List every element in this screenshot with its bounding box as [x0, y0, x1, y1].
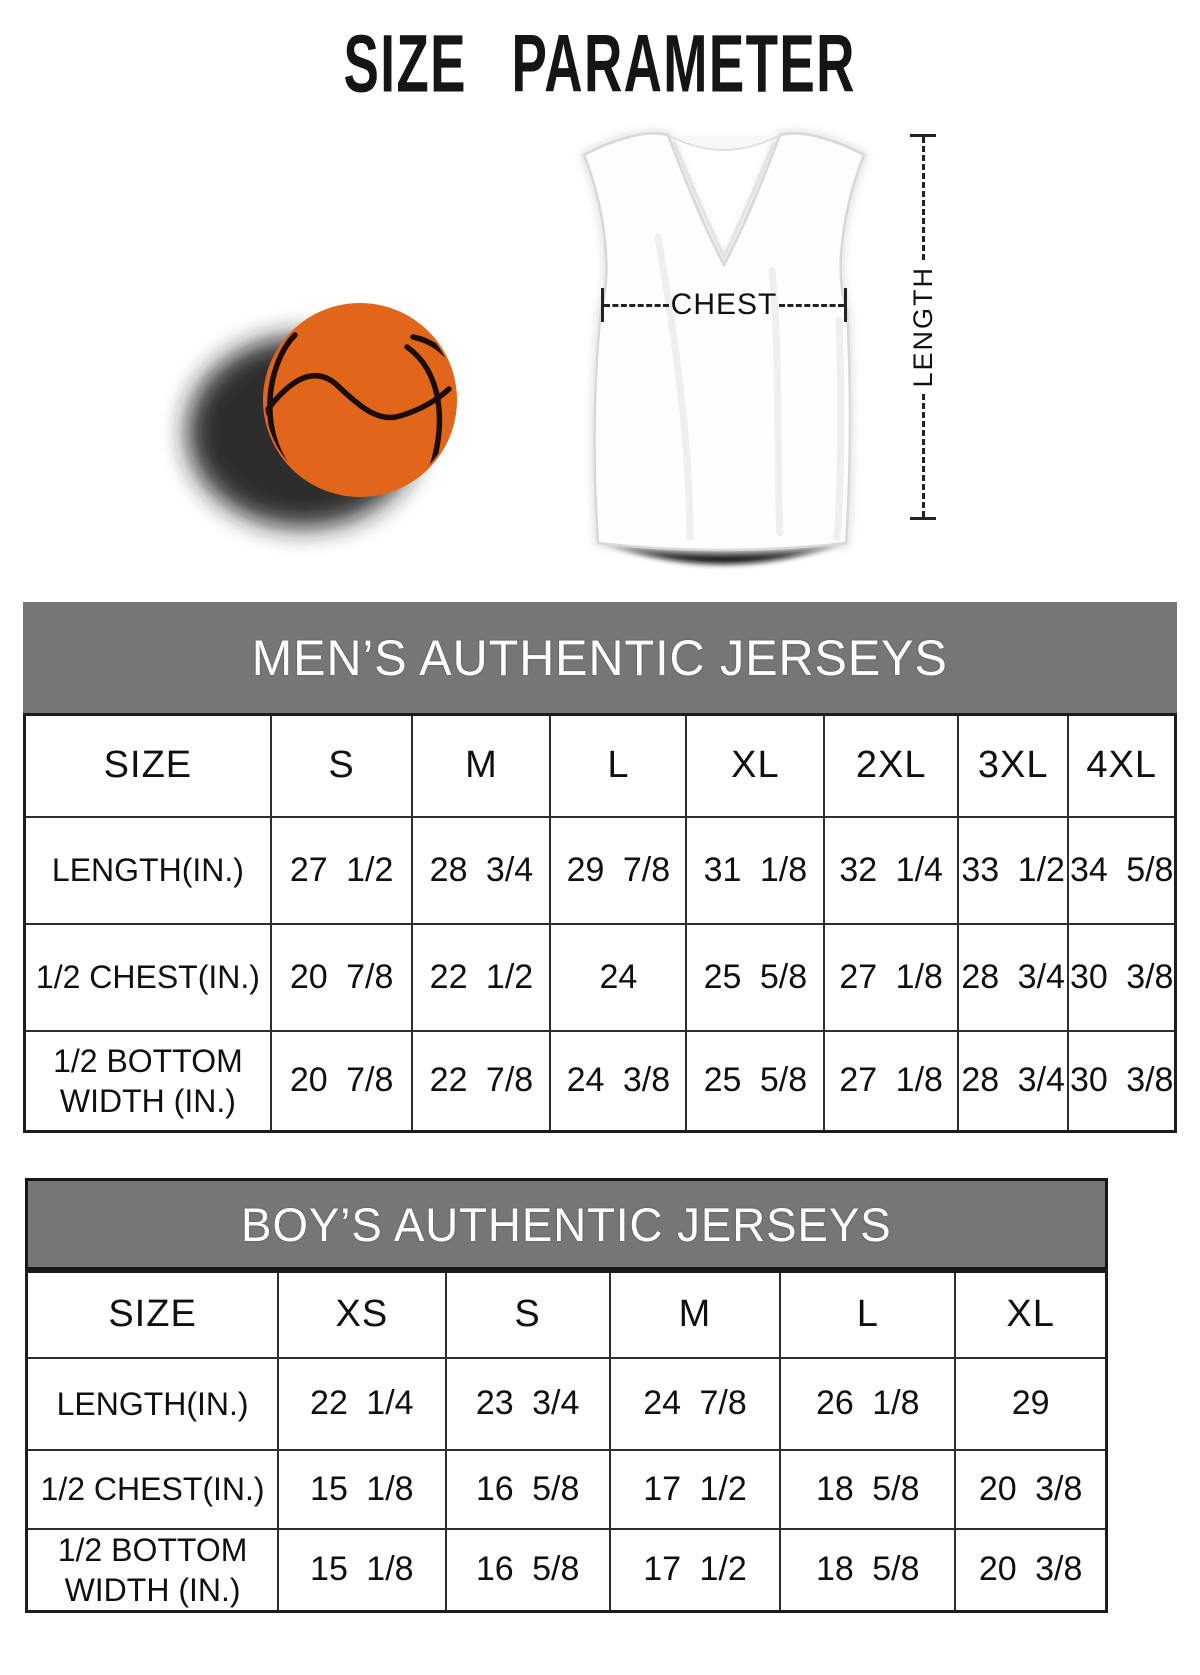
length-line-bottom-tick — [910, 517, 936, 520]
size-value-cell: 20 3/8 — [954, 1448, 1108, 1530]
size-value-cell: 20 7/8 — [269, 922, 414, 1032]
size-value-cell: 16 5/8 — [444, 1527, 611, 1612]
measure-row-label: 1/2 BOTTOM WIDTH (IN.) — [25, 1527, 280, 1612]
size-column-header-3xl: 3XL — [956, 713, 1070, 818]
boys-table-banner-text: BOY’S AUTHENTIC JERSEYS — [241, 1197, 892, 1251]
size-column-header-m: M — [411, 713, 552, 818]
size-value-cell: 25 5/8 — [685, 1029, 826, 1133]
size-value-cell: 30 3/8 — [1067, 922, 1177, 1032]
size-column-header-4xl: 4XL — [1067, 713, 1177, 818]
size-value-cell: 28 3/4 — [411, 815, 552, 925]
size-value-cell: 22 1/4 — [277, 1356, 447, 1451]
size-column-header-l: L — [779, 1270, 957, 1359]
size-value-cell: 18 5/8 — [779, 1448, 957, 1530]
length-line-dash — [921, 393, 925, 517]
size-value-cell: 24 — [549, 922, 688, 1032]
size-value-cell: 20 7/8 — [269, 1029, 414, 1133]
size-value-cell: 15 1/8 — [277, 1527, 447, 1612]
size-value-cell: 16 5/8 — [444, 1448, 611, 1530]
chest-line-dash — [779, 303, 844, 307]
size-value-cell: 27 1/8 — [823, 1029, 959, 1133]
size-value-cell: 23 3/4 — [444, 1356, 611, 1451]
length-label: LENGTH — [907, 266, 938, 388]
length-line-top-tick — [910, 134, 936, 137]
mens-size-table: SIZE S M L XL 2XL 3XL 4XL LENGTH(IN.) 27 1/2 28 3/… — [23, 713, 1177, 1133]
size-value-cell: 27 1/8 — [823, 922, 959, 1032]
size-value-cell: 20 3/8 — [954, 1527, 1108, 1612]
chest-label: CHEST — [670, 288, 778, 321]
chest-line-right-tick — [844, 288, 847, 322]
measure-row-label: 1/2 CHEST(IN.) — [25, 1448, 280, 1530]
size-value-cell: 29 — [954, 1356, 1108, 1451]
chest-line-left-tick — [601, 288, 604, 322]
size-column-header-s: S — [269, 713, 414, 818]
basketball-icon — [187, 303, 457, 528]
size-column-header-m: M — [608, 1270, 782, 1359]
measure-row-label: LENGTH(IN.) — [25, 1356, 280, 1451]
chest-line-dash — [604, 303, 669, 307]
size-value-cell: 27 1/2 — [269, 815, 414, 925]
size-value-cell: 34 5/8 — [1067, 815, 1177, 925]
size-value-cell: 30 3/8 — [1067, 1029, 1177, 1133]
size-column-header-s: S — [444, 1270, 611, 1359]
size-value-cell: 18 5/8 — [779, 1527, 957, 1612]
size-column-header-xs: XS — [277, 1270, 447, 1359]
length-line-dash — [921, 137, 925, 261]
size-column-header-2xl: 2XL — [823, 713, 959, 818]
mens-table-banner: MEN’S AUTHENTIC JERSEYS — [23, 602, 1177, 713]
size-value-cell: 29 7/8 — [549, 815, 688, 925]
size-corner-header: SIZE — [25, 1270, 280, 1359]
size-value-cell: 28 3/4 — [956, 922, 1070, 1032]
size-value-cell: 28 3/4 — [956, 1029, 1070, 1133]
measure-row-label: 1/2 CHEST(IN.) — [23, 922, 272, 1032]
size-value-cell: 32 1/4 — [823, 815, 959, 925]
mens-table-banner-text: MEN’S AUTHENTIC JERSEYS — [251, 629, 949, 686]
page-title: SIZE PARAMETER — [343, 17, 857, 110]
size-value-cell: 24 3/8 — [549, 1029, 688, 1133]
size-value-cell: 25 5/8 — [685, 922, 826, 1032]
size-corner-header: SIZE — [23, 713, 272, 818]
size-value-cell: 22 1/2 — [411, 922, 552, 1032]
chest-measure-line: CHEST — [601, 288, 847, 322]
length-measure-line: LENGTH — [907, 134, 938, 520]
size-value-cell: 17 1/2 — [608, 1448, 782, 1530]
size-value-cell: 26 1/8 — [779, 1356, 957, 1451]
boys-table-banner: BOY’S AUTHENTIC JERSEYS — [25, 1178, 1108, 1270]
size-column-header-l: L — [549, 713, 688, 818]
size-column-header-xl: XL — [954, 1270, 1108, 1359]
measure-row-label: 1/2 BOTTOM WIDTH (IN.) — [23, 1029, 272, 1133]
size-value-cell: 15 1/8 — [277, 1448, 447, 1530]
measure-row-label: LENGTH(IN.) — [23, 815, 272, 925]
size-value-cell: 31 1/8 — [685, 815, 826, 925]
size-value-cell: 24 7/8 — [608, 1356, 782, 1451]
size-value-cell: 17 1/2 — [608, 1527, 782, 1612]
boys-size-table: SIZE XS S M L XL LENGTH(IN.) 22 1/4 23 3/4 24 7/8… — [25, 1270, 1108, 1613]
size-value-cell: 22 7/8 — [411, 1029, 552, 1133]
size-value-cell: 33 1/2 — [956, 815, 1070, 925]
size-column-header-xl: XL — [685, 713, 826, 818]
jersey-icon — [578, 129, 870, 564]
